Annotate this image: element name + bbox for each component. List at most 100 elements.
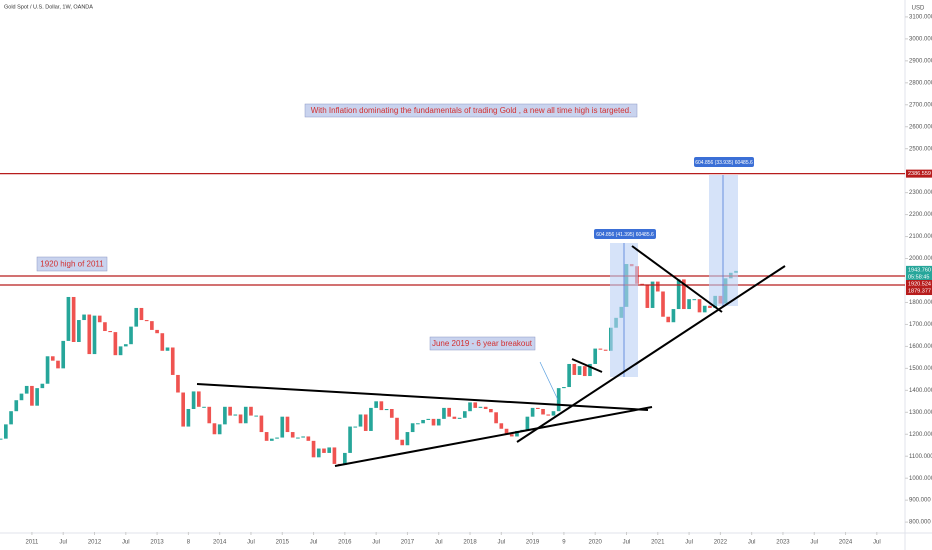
candle [572,363,577,375]
candle [473,402,478,408]
x-tick-label: Jul [497,540,505,546]
candle [108,331,112,333]
trend-line [334,406,653,467]
candle [588,363,592,377]
x-tick-label: 2019 [526,540,540,546]
candle [306,436,311,441]
candle [697,299,702,313]
candle [567,363,571,388]
candle [217,424,222,435]
candle [546,414,551,416]
price-label: 05:58:45 [908,274,929,280]
candle [483,406,488,409]
candle [687,299,691,310]
y-tick-label: 1200.000 [909,432,932,438]
y-tick-label: 2800.000 [909,80,932,86]
candle [556,388,561,412]
candle [35,388,39,406]
price-label: 1879.377 [908,288,931,294]
candle [358,414,363,427]
candle [9,411,13,425]
y-tick-label: 2200.000 [909,212,932,218]
candle [457,417,462,419]
candle [129,326,133,345]
candle [348,426,352,453]
candle [170,347,175,375]
candle [645,284,650,308]
x-tick-label: 2013 [150,540,164,546]
price-label: 1920.524 [908,281,931,287]
x-tick-label: Jul [310,540,318,546]
candle [77,320,81,342]
candle [666,316,671,323]
x-tick-label: 2014 [213,540,227,546]
candle [87,314,92,355]
candle [551,411,556,416]
annotation: With Inflation dominating the fundamenta… [311,106,632,115]
candle [92,315,97,355]
candle [536,407,540,409]
candle [223,406,227,425]
candle [40,383,45,389]
y-tick-label: 2000.000 [909,256,932,262]
candle [113,332,118,356]
arrow [539,361,559,401]
candle [530,407,535,417]
candle [144,320,149,322]
x-tick-label: 2024 [839,540,853,546]
candle [431,418,436,426]
y-tick-label: 2600.000 [909,124,932,130]
trend-line [631,245,723,313]
candle [228,406,232,416]
candle [343,452,347,466]
candle [661,291,665,317]
candle [322,448,326,453]
candle [682,279,686,310]
candle [374,401,378,408]
x-tick-label: 2018 [463,540,477,546]
x-tick-label: 2015 [276,540,290,546]
candle [264,432,269,441]
candle [525,416,530,430]
annotation-box [36,256,108,272]
candle [97,315,102,323]
y-tick-label: 800.000 [909,520,931,526]
candle [290,432,295,438]
x-tick-label: Jul [623,540,631,546]
y-tick-label: 1000.000 [909,476,932,482]
x-tick-label: 2021 [651,540,665,546]
candle [103,322,107,332]
trend-line [571,358,603,373]
candle [296,437,300,439]
x-tick-label: 2011 [25,540,39,546]
candle [353,426,358,428]
candle [692,299,697,301]
candle [0,438,3,440]
x-tick-label: Jul [247,540,255,546]
measure-label-box [594,229,656,239]
x-tick-label: 2020 [589,540,603,546]
x-tick-label: 2012 [88,540,102,546]
candle [45,356,50,384]
candle [468,402,472,412]
candle [280,416,285,438]
x-tick-label: Jul [59,540,67,546]
measure-box [709,175,738,306]
candle [118,346,123,356]
candle [82,314,86,321]
candle [389,408,394,418]
x-tick-label: 2017 [401,540,415,546]
candle [311,440,316,458]
x-tick-label: Jul [435,540,443,546]
price-label-box [906,272,932,281]
candle [410,423,415,433]
candle [327,447,332,453]
candle [562,387,566,389]
y-tick-label: 3100.000 [909,14,932,20]
annotation-box [304,103,638,118]
candle [56,360,60,369]
y-tick-label: 3000.000 [909,36,932,42]
y-tick-label: 2300.000 [909,190,932,196]
